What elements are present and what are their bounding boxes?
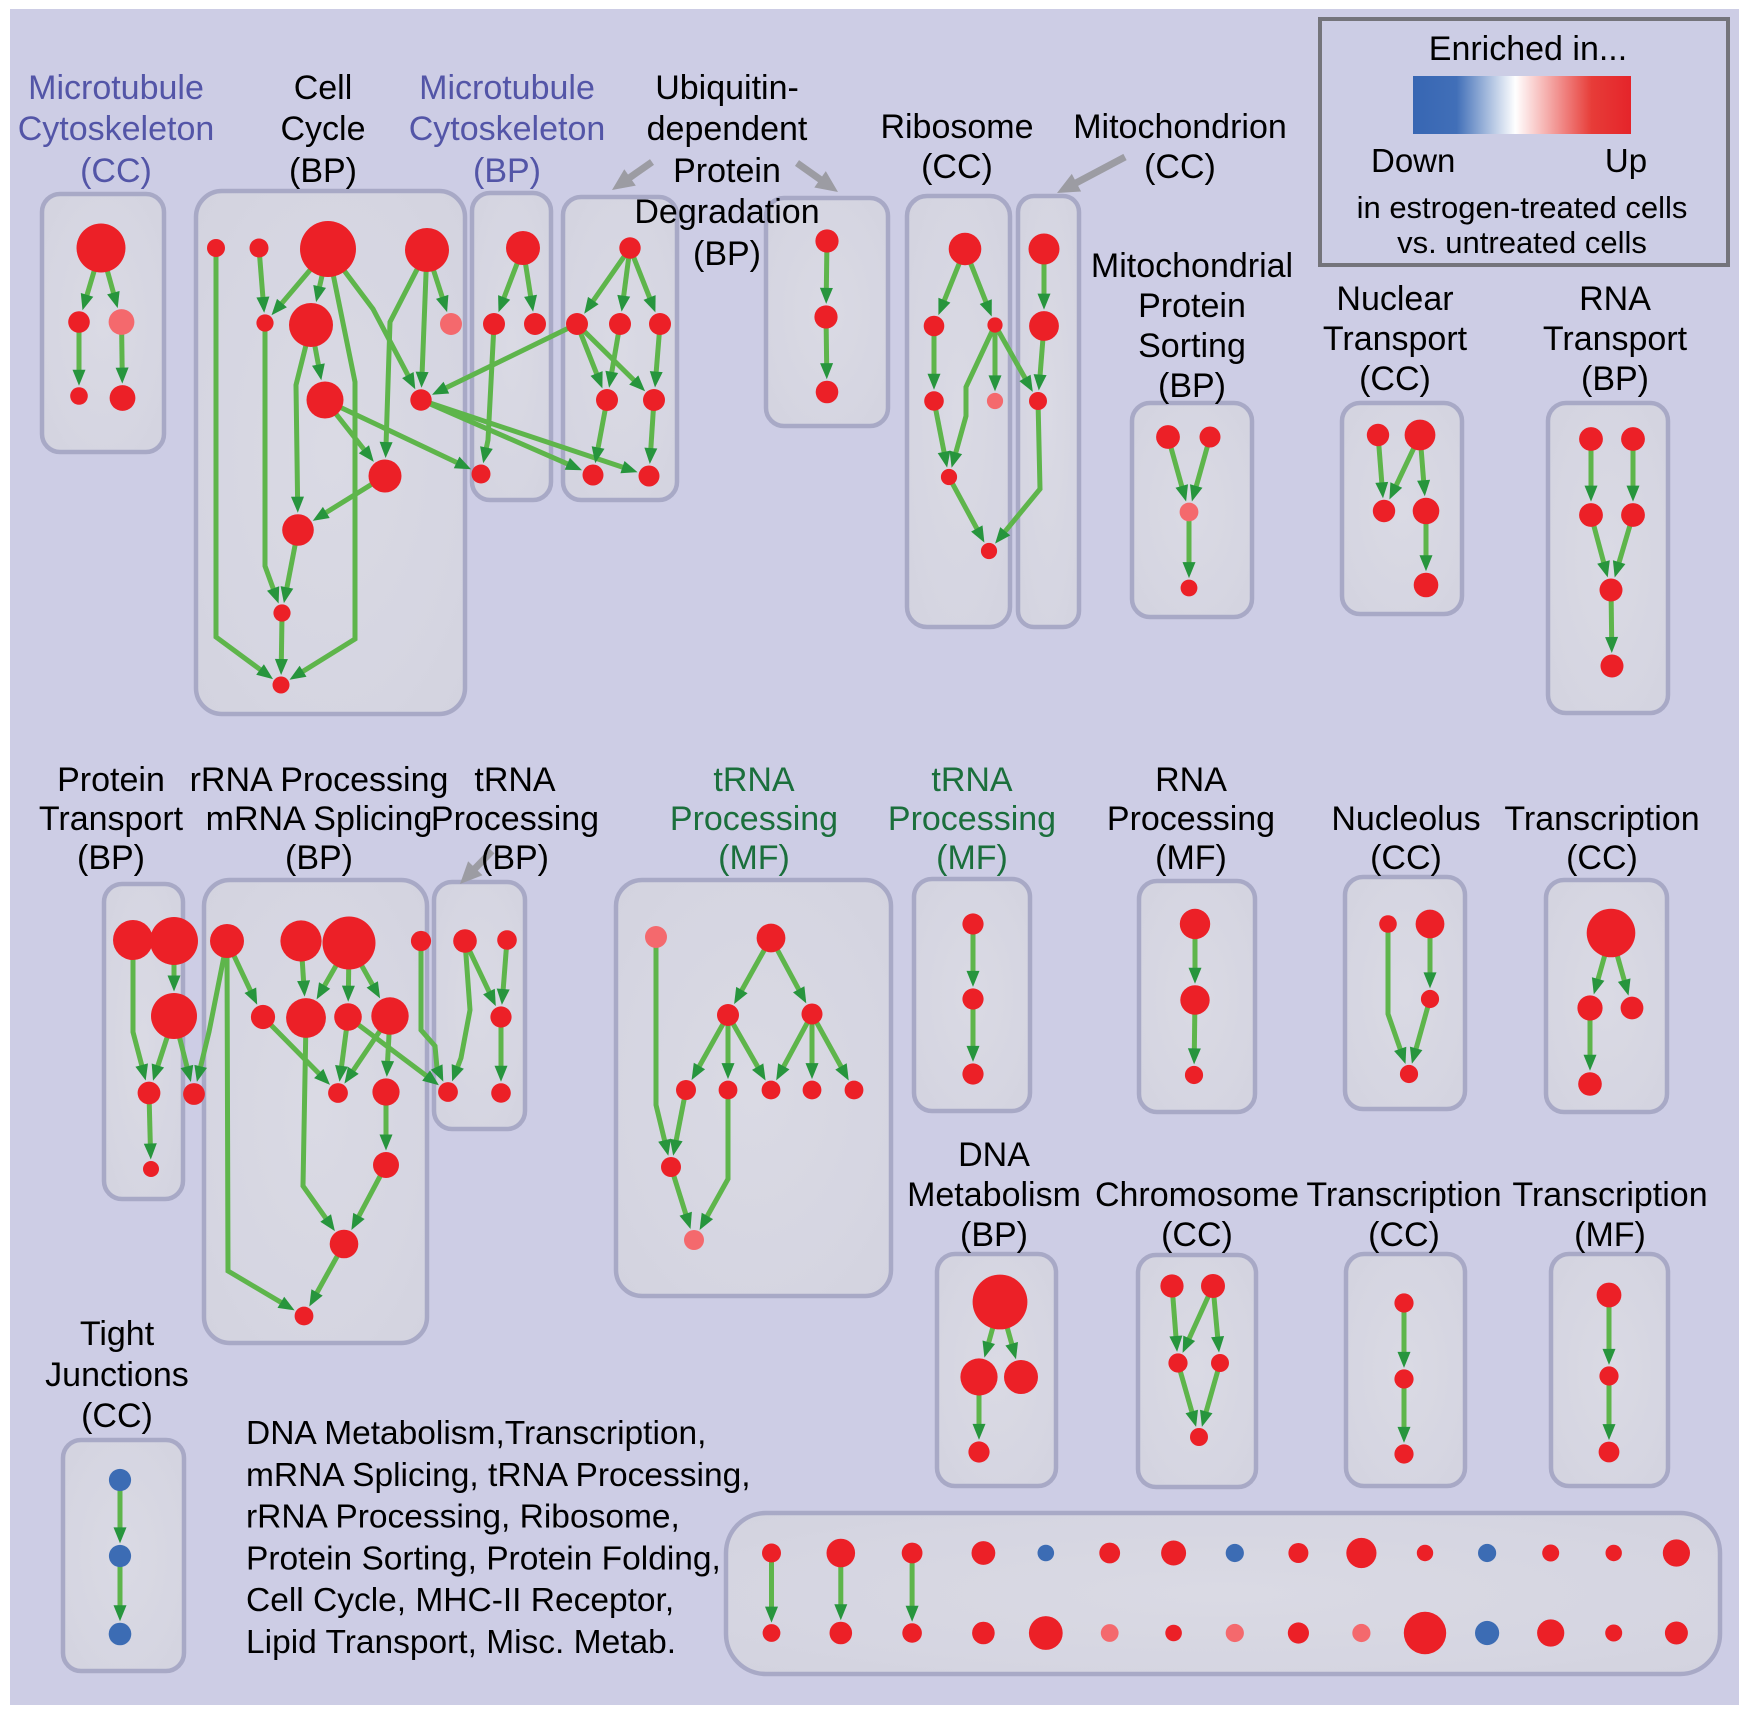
svg-text:(BP): (BP)	[1158, 367, 1226, 405]
svg-text:Processing: Processing	[1107, 800, 1275, 838]
svg-text:Lipid Transport, Misc. Metab.: Lipid Transport, Misc. Metab.	[246, 1624, 676, 1661]
svg-text:(BP): (BP)	[289, 152, 357, 190]
svg-text:DNA: DNA	[958, 1136, 1030, 1174]
svg-text:Tight: Tight	[80, 1315, 155, 1353]
svg-text:Processing: Processing	[888, 800, 1056, 838]
svg-text:Enriched in...: Enriched in...	[1429, 30, 1627, 68]
svg-text:Up: Up	[1605, 142, 1647, 179]
svg-text:Transcription: Transcription	[1504, 800, 1699, 838]
svg-text:Microtubule: Microtubule	[419, 69, 595, 107]
svg-text:Transcription: Transcription	[1306, 1176, 1501, 1214]
svg-text:Mitochondrial: Mitochondrial	[1091, 247, 1293, 285]
svg-text:(CC): (CC)	[921, 148, 993, 186]
svg-text:RNA: RNA	[1155, 761, 1227, 799]
svg-text:(MF): (MF)	[1574, 1216, 1646, 1254]
svg-text:rRNA Processing, Ribosome,: rRNA Processing, Ribosome,	[246, 1499, 680, 1536]
svg-text:Protein: Protein	[1138, 287, 1246, 325]
svg-text:dependent: dependent	[647, 110, 808, 148]
svg-text:vs. untreated cells: vs. untreated cells	[1397, 225, 1647, 260]
svg-text:(MF): (MF)	[1155, 839, 1227, 877]
svg-text:Down: Down	[1371, 142, 1455, 179]
svg-text:(BP): (BP)	[960, 1216, 1028, 1254]
svg-text:Cell: Cell	[294, 69, 353, 107]
svg-text:(CC): (CC)	[1566, 839, 1638, 877]
svg-text:(BP): (BP)	[285, 839, 353, 877]
svg-text:Protein: Protein	[57, 761, 165, 799]
svg-text:Transport: Transport	[1543, 320, 1688, 358]
svg-text:(CC): (CC)	[1368, 1216, 1440, 1254]
svg-text:(CC): (CC)	[81, 1397, 153, 1435]
svg-text:Cycle: Cycle	[280, 110, 365, 148]
svg-text:Protein: Protein	[673, 152, 781, 190]
svg-text:Transport: Transport	[1323, 320, 1468, 358]
svg-text:Cell Cycle, MHC-II Receptor,: Cell Cycle, MHC-II Receptor,	[246, 1582, 674, 1619]
svg-text:(CC): (CC)	[1161, 1216, 1233, 1254]
svg-text:tRNA: tRNA	[474, 761, 556, 799]
svg-text:(BP): (BP)	[693, 235, 761, 273]
svg-text:Ribosome: Ribosome	[880, 108, 1033, 146]
svg-text:(CC): (CC)	[1359, 360, 1431, 398]
svg-text:(MF): (MF)	[936, 839, 1008, 877]
svg-text:Transport: Transport	[39, 800, 184, 838]
svg-text:Mitochondrion: Mitochondrion	[1073, 108, 1287, 146]
svg-text:Protein Sorting, Protein Foldi: Protein Sorting, Protein Folding,	[246, 1540, 721, 1577]
svg-text:Ubiquitin-: Ubiquitin-	[655, 69, 799, 107]
svg-text:tRNA: tRNA	[931, 761, 1013, 799]
svg-text:Processing: Processing	[431, 800, 599, 838]
svg-text:Degradation: Degradation	[634, 193, 819, 231]
svg-text:(BP): (BP)	[1581, 360, 1649, 398]
svg-text:in estrogen-treated cells: in estrogen-treated cells	[1357, 190, 1688, 225]
svg-text:(BP): (BP)	[473, 152, 541, 190]
svg-text:Cytoskeleton: Cytoskeleton	[18, 110, 215, 148]
svg-text:Sorting: Sorting	[1138, 327, 1246, 365]
svg-text:Nuclear: Nuclear	[1336, 280, 1453, 318]
svg-text:mRNA Splicing: mRNA Splicing	[206, 800, 433, 838]
svg-text:Metabolism: Metabolism	[907, 1176, 1081, 1214]
svg-text:Cytoskeleton: Cytoskeleton	[409, 110, 606, 148]
svg-text:(BP): (BP)	[481, 839, 549, 877]
svg-text:mRNA Splicing, tRNA Processing: mRNA Splicing, tRNA Processing,	[246, 1457, 751, 1494]
svg-text:(CC): (CC)	[80, 152, 152, 190]
svg-text:(BP): (BP)	[77, 839, 145, 877]
svg-text:(CC): (CC)	[1144, 148, 1216, 186]
svg-text:Microtubule: Microtubule	[28, 69, 204, 107]
svg-text:Nucleolus: Nucleolus	[1331, 800, 1480, 838]
svg-text:Transcription: Transcription	[1512, 1176, 1707, 1214]
svg-text:rRNA Processing: rRNA Processing	[190, 761, 449, 799]
svg-text:Chromosome: Chromosome	[1095, 1176, 1299, 1214]
svg-text:Processing: Processing	[670, 800, 838, 838]
svg-text:DNA Metabolism,Transcription,: DNA Metabolism,Transcription,	[246, 1415, 706, 1452]
svg-text:(MF): (MF)	[718, 839, 790, 877]
svg-text:tRNA: tRNA	[713, 761, 795, 799]
svg-text:RNA: RNA	[1579, 280, 1651, 318]
svg-text:Junctions: Junctions	[45, 1356, 189, 1394]
svg-text:(CC): (CC)	[1370, 839, 1442, 877]
